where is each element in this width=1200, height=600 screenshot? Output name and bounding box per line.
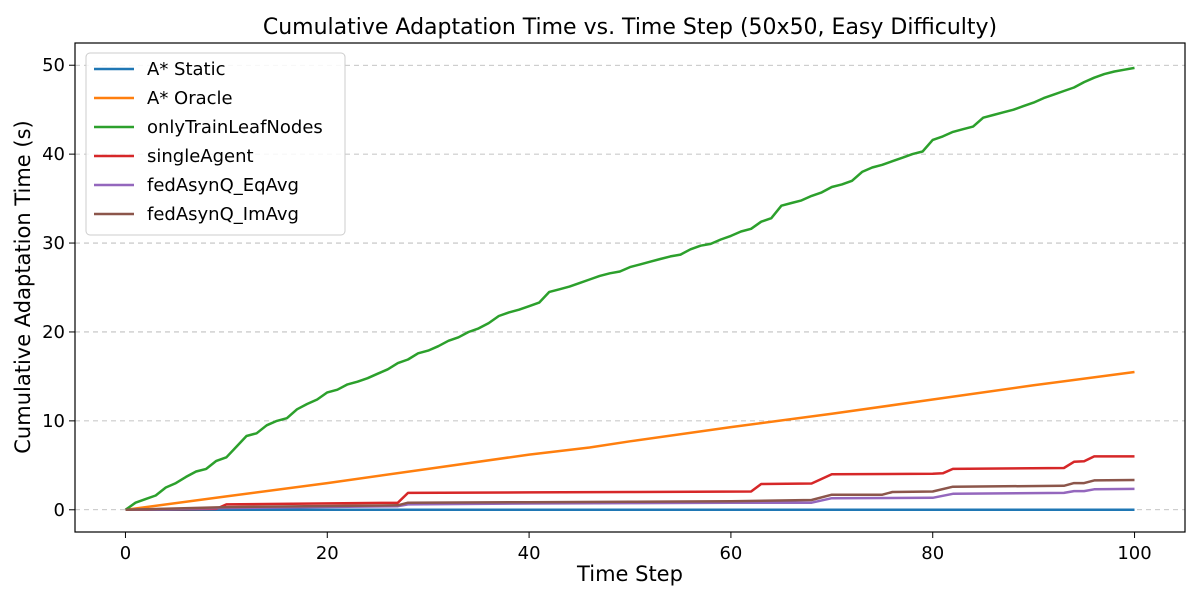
- legend: A* Static A* Oracle onlyTrainLeafNodes sing…: [85, 52, 346, 236]
- legend-label: onlyTrainLeafNodes: [147, 117, 323, 138]
- x-axis-label: Time Step: [576, 562, 683, 586]
- legend-label: A* Static: [147, 59, 226, 80]
- plot-frame: [74, 42, 1186, 533]
- series-line: [125, 487, 1135, 512]
- y-tick-label: 40: [42, 144, 65, 165]
- legend-label: fedAsynQ_ImAvg: [147, 204, 299, 225]
- series-lines: [124, 66, 1135, 512]
- y-tick-label: 50: [42, 55, 65, 76]
- y-tick-label: 10: [42, 411, 65, 432]
- x-tick-label: 100: [1117, 543, 1151, 564]
- legend-label: A* Oracle: [147, 88, 233, 109]
- x-tick-label: 80: [921, 543, 944, 564]
- y-tick-label: 30: [42, 233, 65, 254]
- x-tick-label: 20: [316, 543, 339, 564]
- y-axis-label: Cumulative Adaptation Time (s): [11, 120, 35, 453]
- series-line: [125, 455, 1135, 512]
- series-line: [125, 478, 1135, 512]
- x-tick-label: 40: [518, 543, 541, 564]
- legend-label: fedAsynQ_EqAvg: [147, 175, 299, 196]
- series-line: [125, 370, 1135, 512]
- y-tick-label: 0: [54, 500, 65, 521]
- legend-box: [85, 52, 346, 236]
- y-tick-label: 20: [42, 322, 65, 343]
- chart-title: Cumulative Adaptation Time vs. Time Step…: [263, 15, 997, 40]
- legend-label: singleAgent: [147, 146, 254, 167]
- x-tick-label: 0: [120, 543, 131, 564]
- x-tick-label: 60: [719, 543, 742, 564]
- axis-ticks: 0 10 20 30 40 50 0 20 40 60 80 100: [42, 55, 1152, 564]
- series-line: [124, 66, 1135, 511]
